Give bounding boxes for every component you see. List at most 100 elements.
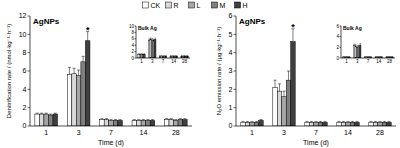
error-bar xyxy=(391,56,392,57)
bar xyxy=(81,62,86,126)
bar xyxy=(341,122,345,126)
y-tick-label: 6 xyxy=(229,12,233,19)
error-bar xyxy=(36,113,39,115)
error-bar xyxy=(255,121,258,123)
x-tick-label: 14 xyxy=(376,59,382,64)
error-bar xyxy=(142,53,143,54)
legend-swatch xyxy=(212,2,218,8)
bar xyxy=(150,121,155,127)
bar xyxy=(183,120,188,126)
y-tick-label: 6 xyxy=(131,36,134,41)
y-tick-label: 3 xyxy=(229,67,233,74)
x-tick-label: 1 xyxy=(345,59,348,64)
error-bar xyxy=(366,56,367,57)
error-bar xyxy=(351,121,354,123)
bar xyxy=(245,122,249,126)
x-axis-label: Time (d) xyxy=(303,139,329,147)
bar xyxy=(382,122,386,126)
error-bar xyxy=(45,113,48,115)
error-bar xyxy=(175,55,176,56)
bar xyxy=(72,74,77,126)
legend-label: R xyxy=(174,2,179,9)
error-bar xyxy=(170,118,173,120)
bar xyxy=(337,122,341,126)
y-tick-label: 6 xyxy=(336,24,339,29)
error-bar xyxy=(137,119,140,121)
x-tick-label: 3 xyxy=(151,59,154,64)
y-tick-label: 0 xyxy=(229,122,233,129)
x-axis xyxy=(236,126,396,127)
y-tick xyxy=(234,89,237,90)
error-bar xyxy=(144,53,145,54)
error-bar xyxy=(133,119,136,121)
error-bar xyxy=(179,118,182,120)
error-bar xyxy=(378,121,381,123)
x-tick-label: 28 xyxy=(172,129,180,136)
bar xyxy=(318,122,322,126)
bar xyxy=(355,46,357,58)
y-axis-label: Denitrification rate / (nmol·kg⁻¹·h⁻¹) xyxy=(6,24,12,118)
error-bar xyxy=(105,118,108,120)
figure: 0246810121371428AgNPsTime (d)Denitrifica… xyxy=(0,0,400,148)
legend: CKRLMH xyxy=(143,2,248,9)
error-bar xyxy=(347,56,348,57)
inset-background xyxy=(332,23,397,66)
bar xyxy=(142,54,144,58)
error-bar xyxy=(370,56,371,57)
error-bar xyxy=(82,56,85,62)
error-bar xyxy=(151,119,154,121)
x-tick-label: 28 xyxy=(376,129,384,136)
bar xyxy=(139,54,141,58)
significance-mark: * xyxy=(86,25,90,35)
bar xyxy=(141,54,143,58)
x-tick-label: 1 xyxy=(44,129,48,136)
panel-title: Bulk Ag xyxy=(343,25,362,31)
bar xyxy=(104,120,109,126)
x-tick-label: 28 xyxy=(387,59,393,64)
bars xyxy=(138,38,189,58)
error-bar xyxy=(369,56,370,57)
bar xyxy=(291,42,295,126)
y-axis xyxy=(30,16,31,126)
x-tick-label: 1 xyxy=(250,129,254,136)
legend-label: L xyxy=(197,2,201,9)
main-chart: 0246810121371428AgNPsTime (d)Denitrifica… xyxy=(6,12,192,147)
bar xyxy=(323,122,327,126)
bar xyxy=(282,97,286,126)
error-bar xyxy=(358,45,359,47)
error-bar xyxy=(109,119,112,121)
bar xyxy=(48,115,53,126)
bar xyxy=(109,121,114,127)
bar xyxy=(346,122,350,126)
y-tick-label: 1 xyxy=(229,104,233,111)
bar xyxy=(286,80,290,126)
bar xyxy=(305,122,309,126)
error-bar xyxy=(72,68,75,74)
error-bar xyxy=(174,119,177,121)
y-tick xyxy=(234,71,237,72)
bar xyxy=(144,54,146,58)
error-bar xyxy=(273,80,276,87)
bar xyxy=(241,122,245,126)
x-tick-label: 7 xyxy=(314,129,318,136)
bar xyxy=(132,121,137,127)
bar xyxy=(53,114,58,126)
y-axis xyxy=(136,26,137,58)
error-bar xyxy=(323,121,326,123)
error-bar xyxy=(310,121,313,123)
bar xyxy=(254,122,258,126)
error-bar xyxy=(139,53,140,54)
panel-title: AgNPs xyxy=(33,17,60,26)
y-tick-label: 2 xyxy=(336,45,339,50)
error-bar xyxy=(354,44,355,46)
x-tick-label: 14 xyxy=(171,59,177,64)
error-bar xyxy=(176,55,177,56)
error-bar xyxy=(152,38,153,40)
bar xyxy=(356,47,358,58)
error-bar xyxy=(40,113,43,115)
error-bar xyxy=(386,56,387,57)
inset-background xyxy=(127,23,192,66)
bar xyxy=(76,76,81,126)
bar xyxy=(378,122,382,126)
y-tick xyxy=(234,126,237,127)
